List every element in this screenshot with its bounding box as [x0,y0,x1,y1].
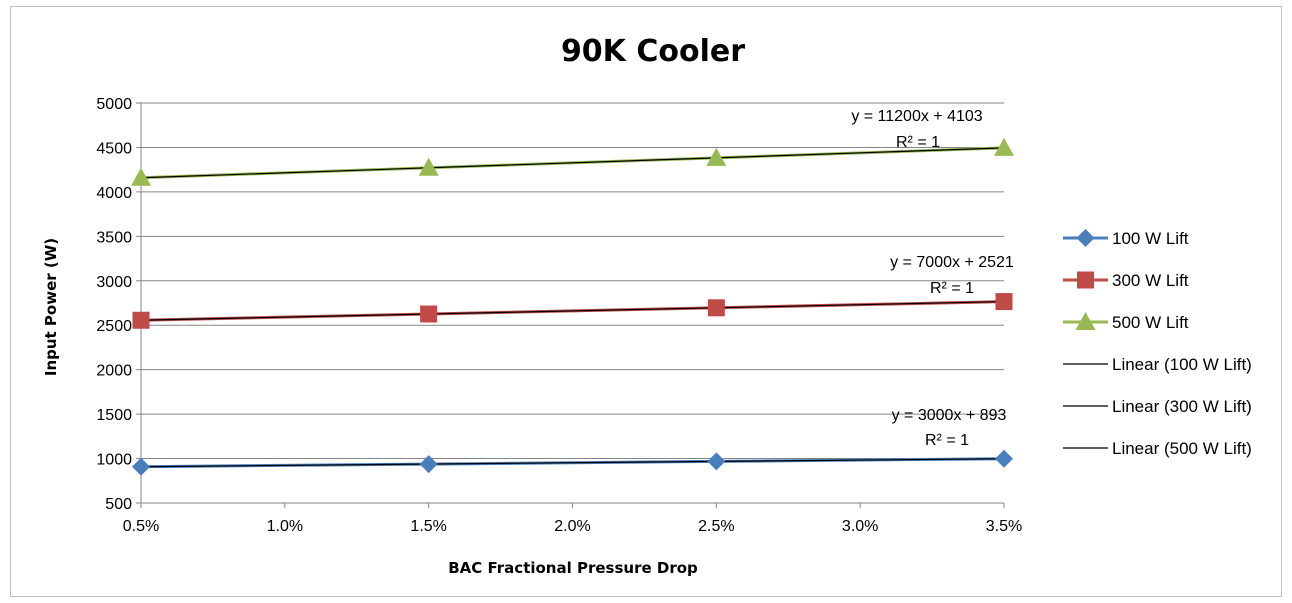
y-tick-label: 500 [105,496,132,513]
data-point [132,311,150,329]
data-point [707,452,726,471]
y-tick-label: 1500 [96,407,132,424]
x-tick-label: 2.5% [698,518,734,535]
y-tick-label: 4000 [96,185,132,202]
series [140,146,1005,469]
data-point [419,455,438,474]
legend-label: Linear (500 W Lift) [1112,439,1252,458]
legend: 100 W Lift 300 W Lift 500 W Lift Linear (10… [1063,229,1252,458]
data-point [707,299,725,317]
chart-frame: 500 1000 1500 2000 2500 3000 3500 4000 4500 5000 … [10,6,1282,597]
y-axis-title: Input Power (W) [42,238,60,376]
legend-swatch-marker [1076,229,1095,247]
y-tick-label: 3000 [96,274,132,291]
legend-label: 500 W Lift [1112,313,1189,332]
trendline-r2: R² = 1 [925,432,969,449]
trendline-r2: R² = 1 [930,280,974,297]
y-tick-label: 5000 [96,96,132,113]
legend-label: 100 W Lift [1112,229,1189,248]
trendlines [140,147,1005,468]
legend-label: Linear (100 W Lift) [1112,355,1252,374]
trendline-0 [140,458,1005,468]
legend-label: Linear (300 W Lift) [1112,397,1252,416]
data-point [418,157,439,176]
trendline-equation: y = 7000x + 2521 [890,254,1014,271]
trendline-equation: y = 3000x + 893 [892,407,1007,424]
y-tick-label: 3500 [96,229,132,246]
x-tick-label: 3.0% [842,518,878,535]
y-tick-label: 2000 [96,363,132,380]
legend-label: 300 W Lift [1112,271,1189,290]
x-tick-label: 2.0% [554,518,590,535]
data-point [994,137,1014,156]
data-point [132,457,150,476]
x-tick-label: 3.5% [986,518,1022,535]
chart-title: 90K Cooler [561,34,745,69]
y-tick-label: 2500 [96,318,132,335]
legend-swatch-marker [1077,271,1094,289]
data-point [995,293,1013,311]
data-point [420,305,438,323]
x-tick-label: 1.5% [410,518,446,535]
x-tick-labels: 0.5% 1.0% 1.5% 2.0% 2.5% 3.0% 3.5% [123,518,1022,535]
trendline-equations: y = 3000x + 893 R² = 1 y = 7000x + 2521 R² … [851,108,1014,449]
markers [131,137,1014,476]
legend-swatch-marker [1075,312,1096,330]
gridlines [141,102,1004,460]
y-tick-labels: 500 1000 1500 2000 2500 3000 3500 4000 4500 5000 [96,96,132,513]
trendline-r2: R² = 1 [896,134,940,151]
trendline-2 [140,147,1005,179]
x-tick-label: 0.5% [123,518,159,535]
x-tick-label: 1.0% [267,518,303,535]
line-chart: 500100015002000250030003500400045005000 … [42,34,1252,577]
y-tick-label: 4500 [96,140,132,157]
y-tick-label: 1000 [96,452,132,469]
x-axis-title: BAC Fractional Pressure Drop [448,559,698,577]
trendline-1 [140,300,1005,321]
data-point [131,167,151,186]
trendline-equation: y = 11200x + 4103 [851,108,982,125]
data-point [706,147,727,166]
data-point [995,449,1013,468]
